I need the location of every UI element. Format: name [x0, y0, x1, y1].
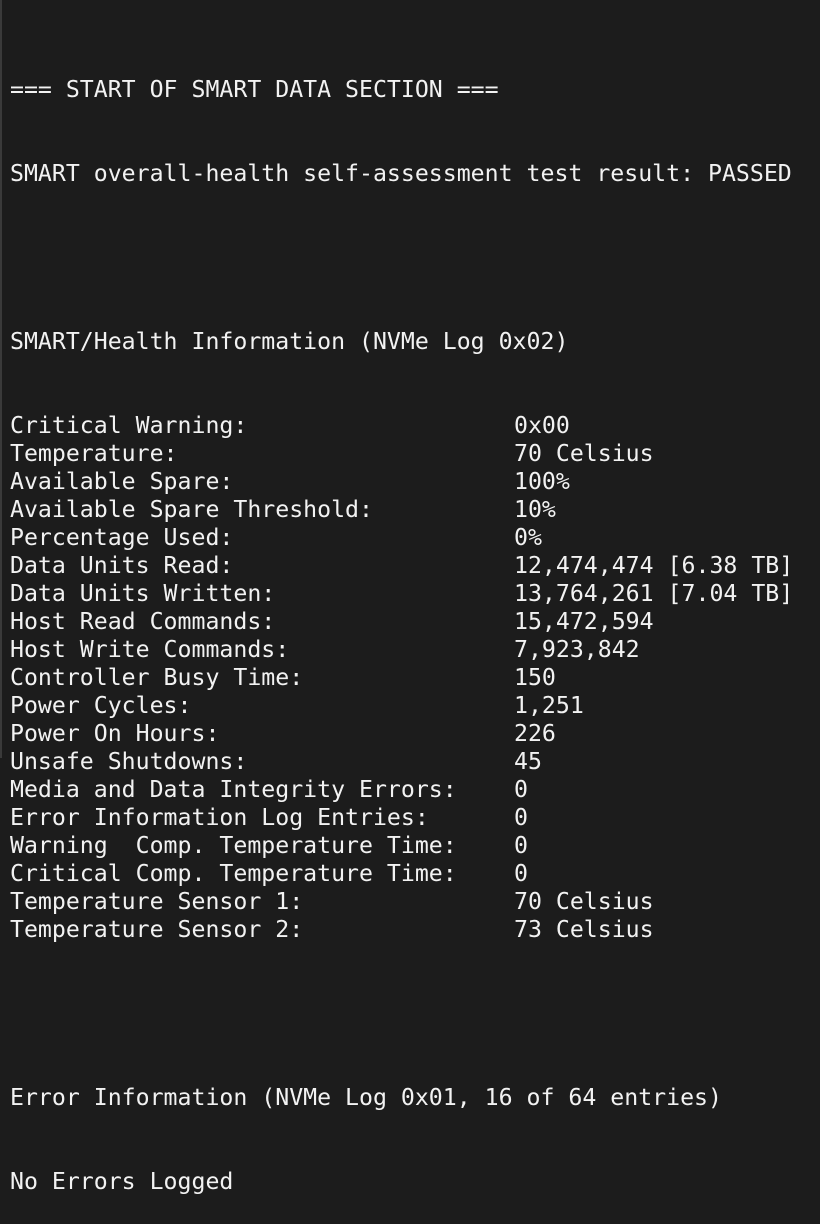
attribute-value: 1,251 [514, 692, 584, 719]
attribute-value: 0 [514, 776, 528, 803]
attribute-value: 13,764,261 [7.04 TB] [514, 580, 794, 607]
attribute-label: Temperature Sensor 2: [10, 916, 304, 943]
attribute-label: Percentage Used: [10, 524, 234, 551]
attribute-label: Media and Data Integrity Errors: [10, 776, 457, 803]
section-header: === START OF SMART DATA SECTION === [10, 76, 499, 103]
attribute-value: 150 [514, 664, 556, 691]
attribute-value: 7,923,842 [514, 636, 640, 663]
attribute-label: Available Spare: [10, 468, 234, 495]
attribute-value: 0 [514, 832, 528, 859]
attribute-row: Data Units Written: 13,764,261 [7.04 TB] [10, 580, 793, 608]
attribute-row: Warning Comp. Temperature Time: 0 [10, 832, 793, 860]
blank-line [10, 244, 793, 272]
attribute-label: Available Spare Threshold: [10, 496, 373, 523]
attribute-row: Temperature Sensor 1: 70 Celsius [10, 888, 793, 916]
attribute-row: Percentage Used: 0% [10, 524, 793, 552]
attribute-value: 100% [514, 468, 570, 495]
attribute-value: 10% [514, 496, 556, 523]
attribute-value: 73 Celsius [514, 916, 654, 943]
window-border [0, 0, 2, 758]
attribute-value: 0 [514, 804, 528, 831]
attribute-label: Power Cycles: [10, 692, 192, 719]
attribute-label: Controller Busy Time: [10, 664, 304, 691]
attribute-row: Temperature Sensor 2: 73 Celsius [10, 916, 793, 944]
attribute-row: Critical Warning: 0x00 [10, 412, 793, 440]
attribute-label: Critical Comp. Temperature Time: [10, 860, 457, 887]
attribute-row: Error Information Log Entries: 0 [10, 804, 793, 832]
attribute-row: Temperature: 70 Celsius [10, 440, 793, 468]
attribute-value: 70 Celsius [514, 440, 654, 467]
health-result: SMART overall-health self-assessment tes… [10, 160, 792, 187]
attribute-value: 15,472,594 [514, 608, 654, 635]
attribute-row: Media and Data Integrity Errors: 0 [10, 776, 793, 804]
attribute-row: Power On Hours: 226 [10, 720, 793, 748]
terminal-output: === START OF SMART DATA SECTION === SMAR… [10, 20, 793, 1224]
attribute-value: 45 [514, 748, 542, 775]
attribute-value: 0% [514, 524, 542, 551]
attribute-label: Warning Comp. Temperature Time: [10, 832, 457, 859]
attribute-value: 70 Celsius [514, 888, 654, 915]
attribute-row: Host Read Commands: 15,472,594 [10, 608, 793, 636]
attribute-row: Available Spare: 100% [10, 468, 793, 496]
attribute-row: Host Write Commands: 7,923,842 [10, 636, 793, 664]
attribute-label: Temperature: [10, 440, 178, 467]
attribute-value: 0x00 [514, 412, 570, 439]
attribute-label: Error Information Log Entries: [10, 804, 429, 831]
attribute-row: Unsafe Shutdowns: 45 [10, 748, 793, 776]
attribute-label: Unsafe Shutdowns: [10, 748, 248, 775]
attribute-value: 226 [514, 720, 556, 747]
error-title: Error Information (NVMe Log 0x01, 16 of … [10, 1084, 722, 1111]
attribute-label: Host Read Commands: [10, 608, 276, 635]
attribute-value: 12,474,474 [6.38 TB] [514, 552, 794, 579]
smart-attributes: Critical Warning: 0x00 Temperature: 70 Cels… [10, 412, 793, 944]
attribute-row: Available Spare Threshold: 10% [10, 496, 793, 524]
attribute-row: Critical Comp. Temperature Time: 0 [10, 860, 793, 888]
attribute-row: Data Units Read: 12,474,474 [6.38 TB] [10, 552, 793, 580]
smart-title: SMART/Health Information (NVMe Log 0x02) [10, 328, 569, 355]
attribute-row: Controller Busy Time: 150 [10, 664, 793, 692]
attribute-label: Critical Warning: [10, 412, 248, 439]
blank-line [10, 1000, 793, 1028]
attribute-value: 0 [514, 860, 528, 887]
attribute-label: Temperature Sensor 1: [10, 888, 304, 915]
attribute-row: Power Cycles: 1,251 [10, 692, 793, 720]
attribute-label: Power On Hours: [10, 720, 220, 747]
attribute-label: Host Write Commands: [10, 636, 290, 663]
attribute-label: Data Units Read: [10, 552, 234, 579]
error-status: No Errors Logged [10, 1168, 234, 1195]
attribute-label: Data Units Written: [10, 580, 276, 607]
